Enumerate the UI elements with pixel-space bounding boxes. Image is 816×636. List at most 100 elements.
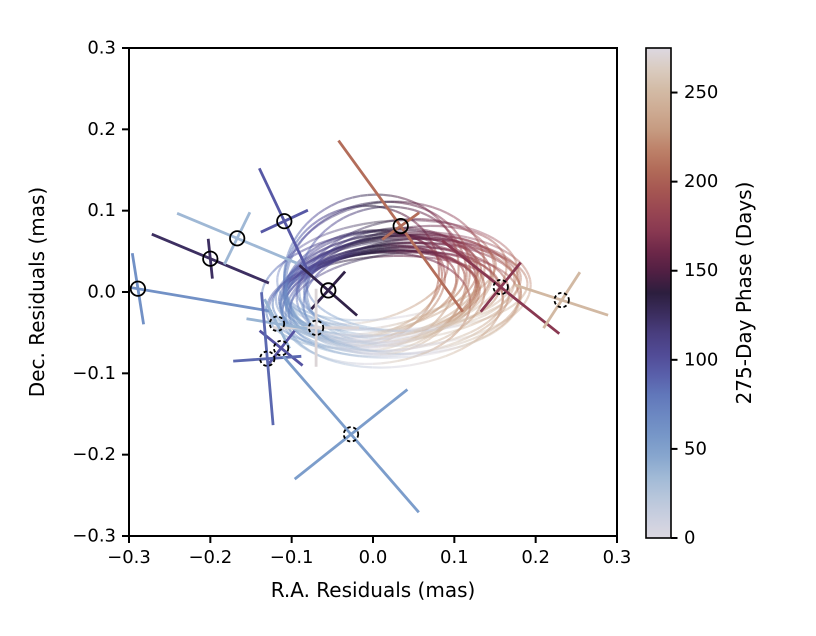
orbit-segment <box>460 284 465 290</box>
orbit-segment <box>293 233 299 242</box>
x-tick-label: 0.3 <box>603 547 632 568</box>
orbit-segment <box>358 239 368 244</box>
orbit-segment <box>504 263 511 270</box>
orbit-segment <box>345 349 354 353</box>
orbit-segment <box>283 278 290 284</box>
orbit-segment <box>312 256 320 263</box>
orbit-segment <box>319 319 329 324</box>
orbit-segment <box>459 263 466 269</box>
orbit-segment <box>306 258 314 264</box>
y-axis-ticks: −0.3 −0.2 −0.1 0.0 0.1 0.2 0.3 <box>72 38 129 547</box>
orbit-segment <box>300 319 308 326</box>
orbit-segment <box>443 255 451 261</box>
orbit-segment <box>287 272 292 278</box>
orbit-segment <box>456 233 463 241</box>
orbit-segment <box>330 323 341 328</box>
orbit-segment <box>310 250 319 257</box>
orbit-segment <box>413 225 423 228</box>
orbit-segment <box>450 329 458 336</box>
orbit-segment <box>427 334 436 341</box>
orbit-segment <box>428 330 437 336</box>
orbit-segment <box>395 324 406 330</box>
orbit-segment <box>479 328 489 334</box>
orbit-segment <box>296 287 303 293</box>
orbit-segment <box>387 241 396 245</box>
data-point-marker <box>259 350 276 367</box>
orbit-segment <box>456 343 466 349</box>
orbit-segment <box>325 240 334 246</box>
orbit-segment <box>485 303 492 309</box>
orbit-segment <box>525 279 529 284</box>
orbit-segment <box>279 297 283 302</box>
orbit-segment <box>498 305 503 311</box>
orbit-segment <box>514 288 519 294</box>
orbit-segment <box>360 344 370 348</box>
orbit-segment <box>518 281 522 286</box>
orbit-segment <box>441 323 449 330</box>
orbit-segment <box>429 218 438 222</box>
orbit-segment <box>473 296 478 302</box>
orbit-segment <box>500 300 507 306</box>
orbit-segment <box>386 327 397 332</box>
orbit-segment <box>375 327 385 331</box>
orbit-segment <box>476 258 481 264</box>
orbit-segment <box>325 310 332 316</box>
orbit-segment <box>293 304 300 309</box>
orbit-segment <box>380 247 391 251</box>
orbit-segment <box>426 214 434 220</box>
orbit-segment <box>449 309 457 316</box>
orbit-segment <box>454 334 464 340</box>
orbit-segment <box>519 288 523 294</box>
orbit-segment <box>462 331 471 337</box>
orbit-segment <box>290 280 297 286</box>
orbit-segment <box>369 239 380 243</box>
orbit-segment <box>470 272 476 278</box>
orbit-segment <box>311 219 319 226</box>
orbit-segment <box>349 211 358 216</box>
orbit-segment <box>463 244 469 251</box>
orbit-segment <box>476 324 484 330</box>
orbit-segment <box>268 271 274 278</box>
orbit-segment <box>306 277 311 283</box>
orbit-segment <box>418 331 427 337</box>
orbit-segment <box>429 298 435 305</box>
orbit-segment <box>462 227 470 232</box>
orbit-segment <box>291 334 299 340</box>
orbit-segment <box>407 201 417 205</box>
orbit-segment <box>505 298 510 305</box>
orbit-segment <box>487 329 496 336</box>
orbit-segment <box>472 287 478 294</box>
orbit-segment <box>464 334 474 340</box>
orbit-segment <box>512 255 519 262</box>
orbit-segment <box>326 267 335 273</box>
orbit-segment <box>399 322 407 327</box>
orbit-segment <box>327 349 336 354</box>
orbit-segment <box>517 275 520 280</box>
orbit-segment <box>408 354 419 358</box>
orbit-segment <box>509 312 515 319</box>
data-point-marker <box>229 230 246 247</box>
orbit-segment <box>351 322 360 327</box>
orbit-segment <box>412 353 421 359</box>
orbit-segment <box>457 311 464 318</box>
orbit-segment <box>391 354 402 358</box>
orbit-segment <box>454 282 458 287</box>
orbit-segment <box>302 240 311 247</box>
orbit-segment <box>373 220 385 224</box>
orbit-segment <box>508 296 514 303</box>
orbit-segment <box>411 253 420 258</box>
orbit-segment <box>319 229 327 237</box>
orbit-segment <box>400 364 411 368</box>
orbit-segment <box>393 338 403 342</box>
orbit-segment <box>281 295 287 302</box>
orbit-segment <box>276 285 282 292</box>
orbit-segment <box>464 266 470 272</box>
orbit-segment <box>297 319 304 327</box>
orbit-segment <box>509 277 515 283</box>
orbit-segment <box>392 205 401 209</box>
orbit-segment <box>408 333 418 338</box>
orbit-segment <box>379 242 388 246</box>
orbit-segment <box>440 245 448 250</box>
orbit-segment <box>464 277 468 285</box>
orbit-segment <box>352 231 363 236</box>
